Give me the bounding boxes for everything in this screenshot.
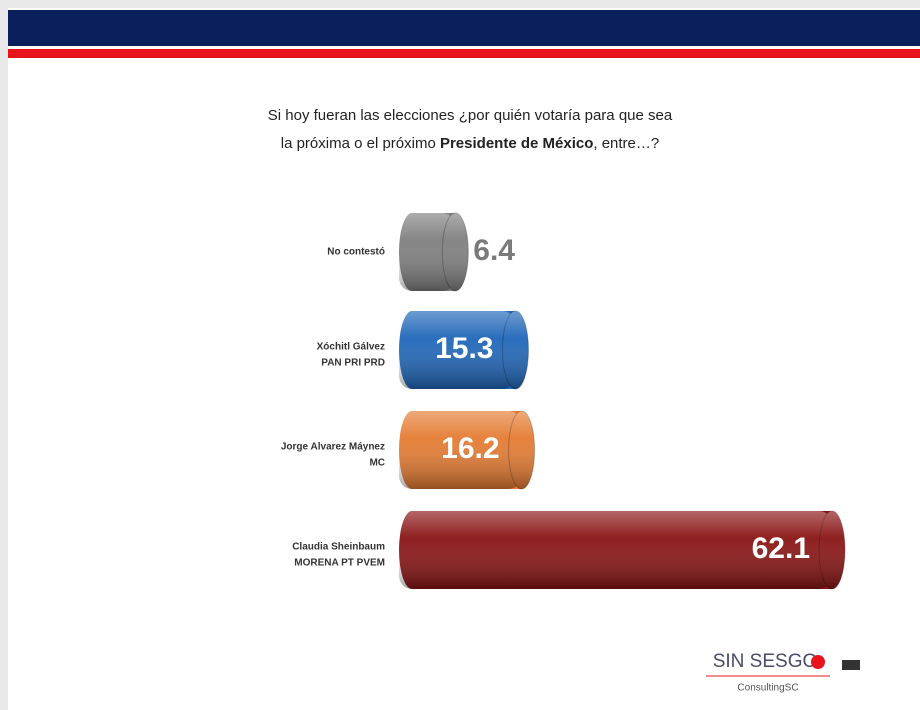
logo-dot <box>811 655 825 669</box>
category-label: Claudia Sheinbaum <box>292 541 385 552</box>
title-line-1: Si hoy fueran las elecciones ¿por quién … <box>268 107 673 124</box>
category-label: MORENA PT PVEM <box>294 557 385 568</box>
bar-cap-shade <box>508 411 535 489</box>
value-label: 16.2 <box>441 432 499 465</box>
value-label: 6.4 <box>473 234 515 267</box>
bar-cap-shade <box>819 511 845 589</box>
category-label: PAN PRI PRD <box>321 357 385 368</box>
title-text: , entre…? <box>593 135 659 152</box>
category-label: No contestó <box>327 247 385 258</box>
category-label: Jorge Alvarez Máynez <box>281 441 385 452</box>
header-band <box>8 10 920 46</box>
category-label: Xóchitl Gálvez <box>317 341 385 352</box>
category-label: MC <box>369 457 385 468</box>
value-label: 62.1 <box>752 532 810 565</box>
logo-name: SIN SESGO <box>713 651 818 672</box>
bar-cap-shade <box>502 311 529 389</box>
title-line-2: la próxima o el próximo Presidente de Mé… <box>281 135 660 152</box>
logo-icon <box>842 660 860 670</box>
bar-shade <box>399 213 456 291</box>
title-bold: Presidente de México <box>440 135 593 152</box>
bar-shade <box>399 511 832 589</box>
bar-cap-shade <box>442 213 469 291</box>
bar-shade <box>399 311 516 389</box>
bar-shade <box>399 411 522 489</box>
value-label: 15.3 <box>435 332 493 365</box>
logo-sub: ConsultingSC <box>737 683 798 694</box>
header-stripe <box>8 49 920 58</box>
title-text: la próxima o el próximo <box>281 135 440 152</box>
